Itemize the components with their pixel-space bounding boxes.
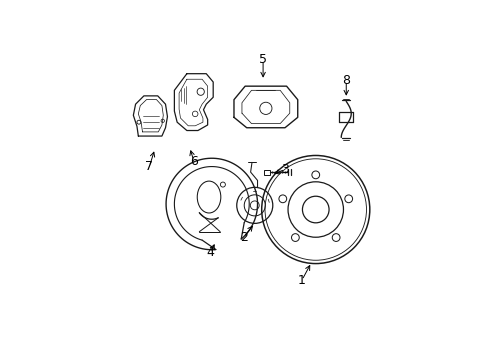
Text: 2: 2 <box>239 231 247 244</box>
Text: 3: 3 <box>281 163 288 176</box>
Text: 7: 7 <box>145 160 153 173</box>
Text: 1: 1 <box>297 274 305 287</box>
Text: 8: 8 <box>342 74 349 87</box>
Text: 6: 6 <box>189 154 197 167</box>
Bar <box>264 170 269 175</box>
Text: 4: 4 <box>206 246 214 259</box>
Text: 5: 5 <box>259 53 266 66</box>
